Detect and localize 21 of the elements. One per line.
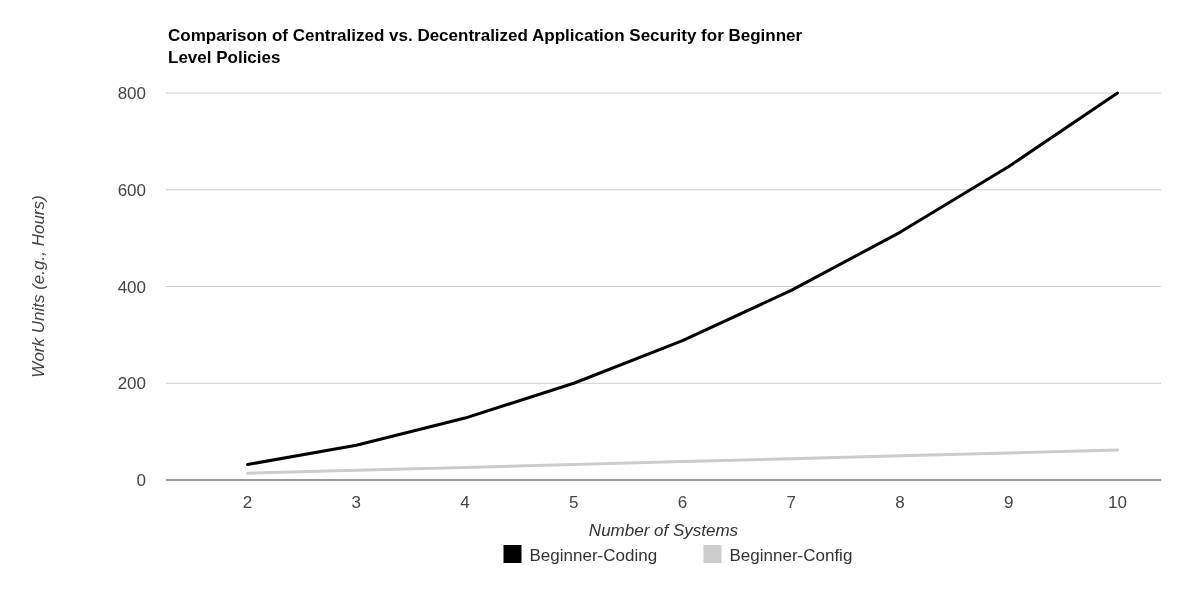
x-tick-label: 6 bbox=[677, 493, 688, 512]
legend-label: Beginner-Coding bbox=[529, 546, 658, 565]
line-series bbox=[246, 448, 1119, 475]
y-tick-label: 200 bbox=[117, 374, 146, 394]
x-tick-label: 4 bbox=[460, 493, 470, 512]
y-tick-label: 400 bbox=[117, 277, 146, 297]
y-tick-label: 800 bbox=[117, 84, 146, 103]
y-axis-title: Work Units (e.g., Hours) bbox=[29, 195, 48, 378]
x-axis-title: Number of Systems bbox=[588, 521, 739, 540]
chart-title: Comparison of Centralized vs. Decentralized Application Security for Beginner Level Policies bbox=[168, 26, 803, 67]
x-tick-label: 2 bbox=[242, 493, 253, 512]
legend-label: Beginner-Config bbox=[729, 546, 853, 565]
x-tick-label: 9 bbox=[1004, 493, 1014, 512]
y-tick-label: 600 bbox=[117, 180, 146, 200]
x-tick-label: 8 bbox=[895, 493, 905, 512]
x-tick-label: 10 bbox=[1108, 493, 1127, 512]
x-tick-label: 5 bbox=[569, 493, 579, 512]
line-series bbox=[246, 91, 1119, 467]
y-tick-label: 0 bbox=[136, 471, 146, 490]
x-tick-label: 3 bbox=[351, 493, 362, 512]
x-tick-label: 7 bbox=[786, 493, 797, 512]
